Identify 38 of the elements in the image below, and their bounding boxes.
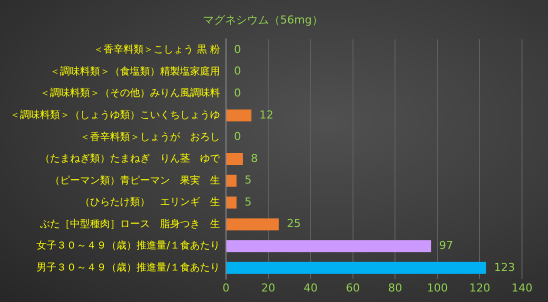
data-label: 97 — [439, 238, 454, 252]
data-label: 0 — [234, 86, 241, 100]
bar — [226, 109, 252, 122]
x-tick-label: 60 — [346, 281, 360, 294]
x-tick-label: 0 — [222, 281, 230, 294]
data-label: 123 — [494, 260, 516, 274]
bar — [226, 196, 237, 209]
y-tick-label: 男子３０～４９（歳）推進量/１食あたり — [36, 262, 220, 274]
data-label: 12 — [259, 108, 274, 122]
y-tick-label: ぶた［中型種肉］ロース 脂身つき 生 — [40, 218, 220, 230]
data-label: 5 — [244, 174, 252, 187]
x-tick-label: 20 — [261, 281, 276, 294]
data-label: 0 — [234, 130, 241, 144]
bar — [226, 240, 432, 252]
bar — [226, 218, 279, 230]
data-label: 0 — [234, 64, 241, 78]
x-tick-label: 120 — [469, 281, 490, 294]
y-tick-label: ＜香辛料類＞こしょう 黒 粉 — [94, 44, 220, 56]
x-tick-label: 40 — [304, 281, 318, 294]
data-label: 25 — [286, 217, 301, 230]
y-tick-label: ＜香辛料類＞しょうが おろし — [80, 130, 220, 143]
y-tick-label: （ピーマン類）青ピーマン 果実 生 — [50, 174, 220, 186]
bar — [226, 262, 486, 274]
y-tick-label: （たまねぎ類）たまねぎ りん茎 ゆで — [40, 152, 221, 165]
x-tick-label: 100 — [426, 281, 448, 294]
data-label: 0 — [234, 42, 241, 56]
data-label: 5 — [244, 195, 252, 208]
x-tick-label: 140 — [512, 281, 532, 294]
chart-title: マグネシウム（56mg） — [203, 13, 323, 26]
y-tick-label: ＜調味料類＞（その他）みりん風調味料 — [40, 87, 220, 100]
data-label: 8 — [250, 152, 258, 165]
y-tick-label: 女子３０～４９（歳）推進量/１食あたり — [36, 240, 220, 252]
y-tick-label: （ひらたけ類） エリンギ 生 — [80, 196, 220, 208]
bar — [226, 174, 237, 187]
y-tick-label: ＜調味料類＞（しょうゆ類）こいくちしょうゆ — [10, 109, 220, 122]
bar — [226, 153, 243, 165]
y-tick-label: ＜調味料類＞（食塩類）精製塩家庭用 — [50, 65, 220, 78]
x-tick-label: 80 — [388, 281, 402, 294]
